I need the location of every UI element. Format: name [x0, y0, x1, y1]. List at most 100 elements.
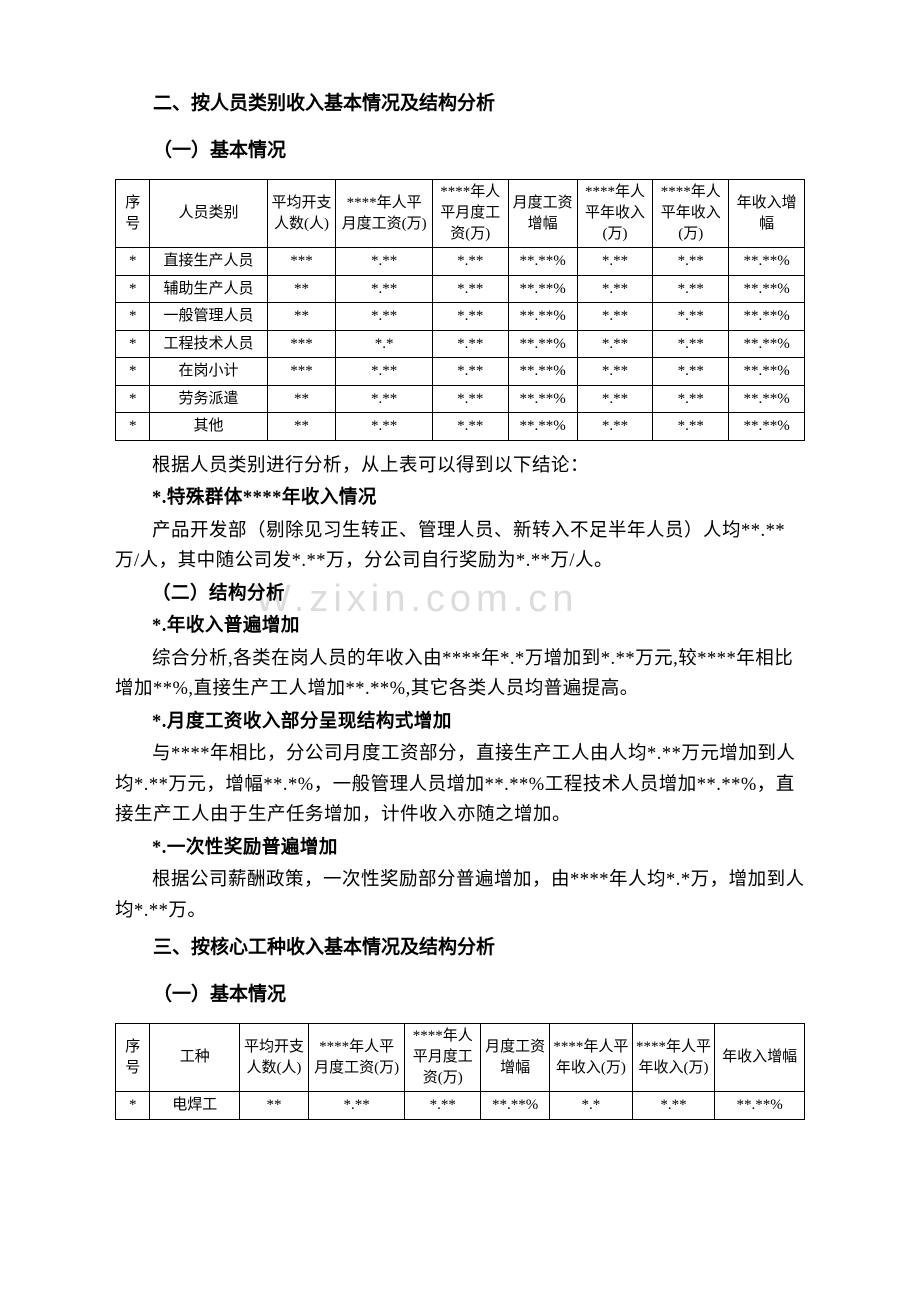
- table-cell: **.**%: [729, 385, 805, 413]
- table-cell: *.**: [336, 413, 432, 441]
- para-bonus-body: 根据公司薪酬政策，一次性奖励部分普遍增加，由****年人均*.*万，增加到人均*…: [115, 865, 805, 926]
- table-cell: *.**: [336, 303, 432, 331]
- table-cell: *.**: [336, 248, 432, 276]
- table-row: *劳务派遣***.***.****.**%*.***.****.**%: [116, 385, 805, 413]
- table-cell: *.**: [653, 330, 729, 358]
- table-cell: **.**%: [729, 413, 805, 441]
- table-cell: *.**: [432, 385, 508, 413]
- table-cell: *.**: [577, 413, 653, 441]
- table-cell: **.**%: [508, 358, 577, 386]
- table-cell: *: [116, 385, 150, 413]
- th-monthly-growth: 月度工资增幅: [481, 1024, 550, 1092]
- th-prev-monthly: ****年人平月度工资(万): [336, 180, 432, 248]
- job-type-table: 序号 工种 平均开支人数(人) ****年人平月度工资(万) ****年人平月度…: [115, 1023, 805, 1120]
- table-row: *其他***.***.****.**%*.***.****.**%: [116, 413, 805, 441]
- table-cell: **.**%: [715, 1092, 805, 1120]
- para-month-body: 与****年相比，分公司月度工资部分，直接生产工人由人均*.**万元增加到人均*…: [115, 739, 805, 831]
- th-seq: 序号: [116, 1024, 150, 1092]
- table-cell: *.**: [432, 413, 508, 441]
- para-inc-title: *.年收入普遍增加: [115, 611, 805, 642]
- section-2-sub2-title: （二）结构分析: [115, 579, 805, 610]
- table-header-row: 序号 工种 平均开支人数(人) ****年人平月度工资(万) ****年人平月度…: [116, 1024, 805, 1092]
- table-cell: *.**: [308, 1092, 404, 1120]
- th-monthly-growth: 月度工资增幅: [508, 180, 577, 248]
- th-curr-monthly: ****年人平月度工资(万): [405, 1024, 481, 1092]
- table-cell: *.**: [577, 303, 653, 331]
- th-prev-monthly: ****年人平月度工资(万): [308, 1024, 404, 1092]
- table-cell: *: [116, 303, 150, 331]
- table-cell: *.**: [577, 385, 653, 413]
- table-cell: *: [116, 1092, 150, 1120]
- th-prev-annual: ****年人平年收入(万): [550, 1024, 633, 1092]
- th-jobtype: 工种: [150, 1024, 240, 1092]
- th-annual-growth: 年收入增幅: [715, 1024, 805, 1092]
- th-curr-monthly: ****年人平月度工资(万): [432, 180, 508, 248]
- table-cell: *.**: [432, 303, 508, 331]
- th-category: 人员类别: [150, 180, 267, 248]
- table-cell: *.*: [336, 330, 432, 358]
- table-cell: *.**: [336, 275, 432, 303]
- table-cell: *.**: [432, 248, 508, 276]
- table-cell: **.**%: [729, 303, 805, 331]
- table-cell: *.**: [405, 1092, 481, 1120]
- th-curr-annual: ****年人平年收入(万): [653, 180, 729, 248]
- section-3-title: 三、按核心工种收入基本情况及结构分析: [115, 934, 805, 963]
- para-inc-body: 综合分析,各类在岗人员的年收入由****年*.*万增加到*.**万元,较****…: [115, 644, 805, 705]
- table-cell: **.**%: [481, 1092, 550, 1120]
- th-annual-growth: 年收入增幅: [729, 180, 805, 248]
- table-cell: **.**%: [729, 248, 805, 276]
- table-cell: 电焊工: [150, 1092, 240, 1120]
- table-cell: 辅助生产人员: [150, 275, 267, 303]
- table-row: *工程技术人员****.**.****.**%*.***.****.**%: [116, 330, 805, 358]
- para-month-title: *.月度工资收入部分呈现结构式增加: [115, 707, 805, 738]
- table-cell: 劳务派遣: [150, 385, 267, 413]
- table-row: *辅助生产人员***.***.****.**%*.***.****.**%: [116, 275, 805, 303]
- table-cell: *.**: [577, 358, 653, 386]
- table-cell: ***: [267, 358, 336, 386]
- table-cell: *.**: [653, 385, 729, 413]
- th-curr-annual: ****年人平年收入(万): [632, 1024, 715, 1092]
- table-cell: *.**: [432, 275, 508, 303]
- table-cell: **.**%: [508, 330, 577, 358]
- table-cell: 工程技术人员: [150, 330, 267, 358]
- table-cell: *.**: [653, 303, 729, 331]
- table-cell: 在岗小计: [150, 358, 267, 386]
- table-cell: *: [116, 413, 150, 441]
- section-3-sub1-title: （一）基本情况: [115, 981, 805, 1010]
- table-cell: *.**: [653, 413, 729, 441]
- table-cell: **.**%: [508, 248, 577, 276]
- table-cell: **: [240, 1092, 309, 1120]
- table-cell: *.**: [632, 1092, 715, 1120]
- table-cell: *: [116, 248, 150, 276]
- table-cell: **: [267, 413, 336, 441]
- para-special-body: 产品开发部（剔除见习生转正、管理人员、新转入不足半年人员）人均**.**万/人，…: [115, 516, 805, 577]
- table-cell: 其他: [150, 413, 267, 441]
- table-cell: ***: [267, 248, 336, 276]
- para-analysis-intro: 根据人员类别进行分析，从上表可以得到以下结论：: [115, 451, 805, 482]
- section-2-title: 二、按人员类别收入基本情况及结构分析: [115, 90, 805, 119]
- table-cell: *.*: [550, 1092, 633, 1120]
- th-avg-people: 平均开支人数(人): [267, 180, 336, 248]
- th-avg-people: 平均开支人数(人): [240, 1024, 309, 1092]
- para-special-title: *.特殊群体****年收入情况: [115, 483, 805, 514]
- table-cell: **.**%: [508, 413, 577, 441]
- table-cell: *.**: [577, 330, 653, 358]
- table-cell: ***: [267, 330, 336, 358]
- table-cell: *.**: [336, 385, 432, 413]
- table-cell: **.**%: [729, 275, 805, 303]
- table-cell: *: [116, 330, 150, 358]
- th-seq: 序号: [116, 180, 150, 248]
- table-cell: 直接生产人员: [150, 248, 267, 276]
- table-row: *电焊工***.***.****.**%*.**.****.**%: [116, 1092, 805, 1120]
- table-cell: *.**: [653, 275, 729, 303]
- table-cell: **: [267, 275, 336, 303]
- table-cell: *.**: [432, 358, 508, 386]
- table-cell: **.**%: [508, 303, 577, 331]
- table-cell: *.**: [336, 358, 432, 386]
- table-cell: **: [267, 303, 336, 331]
- personnel-category-table: 序号 人员类别 平均开支人数(人) ****年人平月度工资(万) ****年人平…: [115, 179, 805, 441]
- table-cell: **: [267, 385, 336, 413]
- table-cell: **.**%: [729, 330, 805, 358]
- table-cell: **.**%: [508, 385, 577, 413]
- table-cell: *: [116, 358, 150, 386]
